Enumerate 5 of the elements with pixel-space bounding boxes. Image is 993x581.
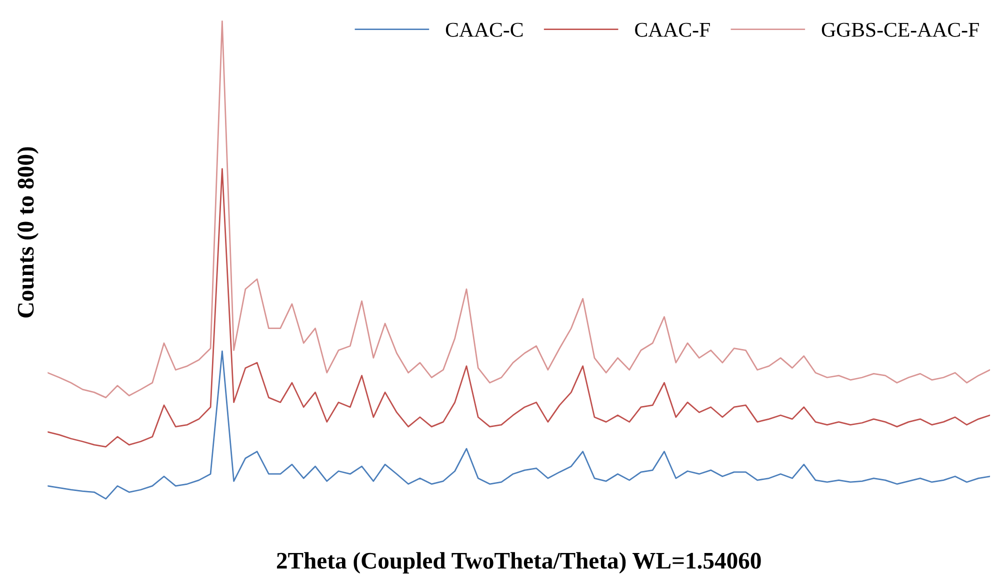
y-axis-title: Counts (0 to 800) xyxy=(17,147,39,318)
legend-label: CAAC-C xyxy=(446,22,523,37)
legend-label: GGBS-CE-AAC-F xyxy=(822,22,979,37)
x-axis-title: 2Theta (Coupled TwoTheta/Theta) WL=1.54060 xyxy=(276,552,761,574)
legend-label: CAAC-F xyxy=(635,22,710,37)
